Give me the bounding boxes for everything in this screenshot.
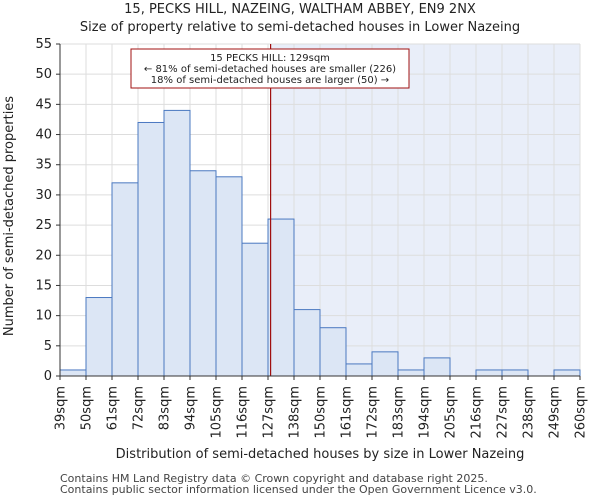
y-tick-label: 55 <box>35 37 52 52</box>
y-tick-label: 50 <box>35 67 52 82</box>
y-tick-label: 15 <box>35 278 52 293</box>
histogram-bar <box>475 369 503 377</box>
footer-licence: Contains public sector information licen… <box>60 483 537 496</box>
y-tick-label: 20 <box>35 248 52 263</box>
y-axis-label: Number of semi-detached properties <box>2 96 17 336</box>
x-tick-label: 205sqm <box>444 386 459 439</box>
x-tick-label: 83sqm <box>158 386 173 430</box>
x-tick-label: 94sqm <box>184 386 199 430</box>
x-tick-label: 39sqm <box>54 386 69 430</box>
x-axis-label: Distribution of semi-detached houses by … <box>116 447 525 462</box>
y-tick-label: 40 <box>35 128 52 143</box>
x-tick-label: 161sqm <box>340 386 355 439</box>
histogram-bar <box>267 218 295 377</box>
histogram-bar <box>111 182 139 377</box>
x-tick-label: 116sqm <box>236 386 251 439</box>
histogram-bar <box>85 297 113 377</box>
footer-copyright: Contains HM Land Registry data © Crown c… <box>60 472 488 485</box>
histogram-bar <box>293 309 321 377</box>
histogram-bar <box>501 369 529 377</box>
histogram-bar <box>137 121 165 377</box>
x-tick-label: 72sqm <box>132 386 147 430</box>
x-tick-label: 50sqm <box>80 386 95 430</box>
annotation-line-1: 15 PECKS HILL: 129sqm <box>210 53 330 64</box>
histogram-bar <box>371 351 399 377</box>
histogram-bar <box>345 363 373 377</box>
histogram-bar <box>189 170 217 377</box>
y-tick-label: 0 <box>44 369 52 384</box>
y-tick-label: 35 <box>35 158 52 173</box>
x-tick-label: 238sqm <box>522 386 537 439</box>
histogram-bar <box>319 327 347 377</box>
x-tick-label: 227sqm <box>496 386 511 439</box>
histogram-bar <box>241 242 269 377</box>
x-tick-label: 183sqm <box>392 386 407 439</box>
x-tick-label: 127sqm <box>262 386 277 439</box>
chart-subtitle: Size of property relative to semi-detach… <box>79 20 521 35</box>
annotation-box <box>130 48 410 89</box>
y-tick-label: 5 <box>44 339 52 354</box>
histogram-bar <box>397 369 425 377</box>
x-tick-label: 138sqm <box>288 386 303 439</box>
y-tick-label: 45 <box>35 97 52 112</box>
x-tick-label: 105sqm <box>210 386 225 439</box>
annotation-line-3: 18% of semi-detached houses are larger (… <box>151 75 389 86</box>
y-tick-label: 30 <box>35 188 52 203</box>
x-tick-label: 150sqm <box>314 386 329 439</box>
y-tick-label: 10 <box>35 309 52 324</box>
chart-title: 15, PECKS HILL, NAZEING, WALTHAM ABBEY, … <box>124 2 476 17</box>
x-tick-label: 260sqm <box>574 386 589 439</box>
x-tick-label: 249sqm <box>548 386 563 439</box>
x-tick-label: 61sqm <box>106 386 121 430</box>
histogram-bar <box>553 369 581 377</box>
histogram-bar <box>423 357 451 377</box>
annotation-line-2: ← 81% of semi-detached houses are smalle… <box>144 64 396 75</box>
x-tick-label: 194sqm <box>418 386 433 439</box>
histogram-bar <box>59 369 87 377</box>
histogram-bar <box>215 176 243 377</box>
y-tick-label: 25 <box>35 218 52 233</box>
x-tick-label: 216sqm <box>470 386 485 439</box>
x-tick-label: 172sqm <box>366 386 381 439</box>
histogram-bar <box>163 109 191 377</box>
